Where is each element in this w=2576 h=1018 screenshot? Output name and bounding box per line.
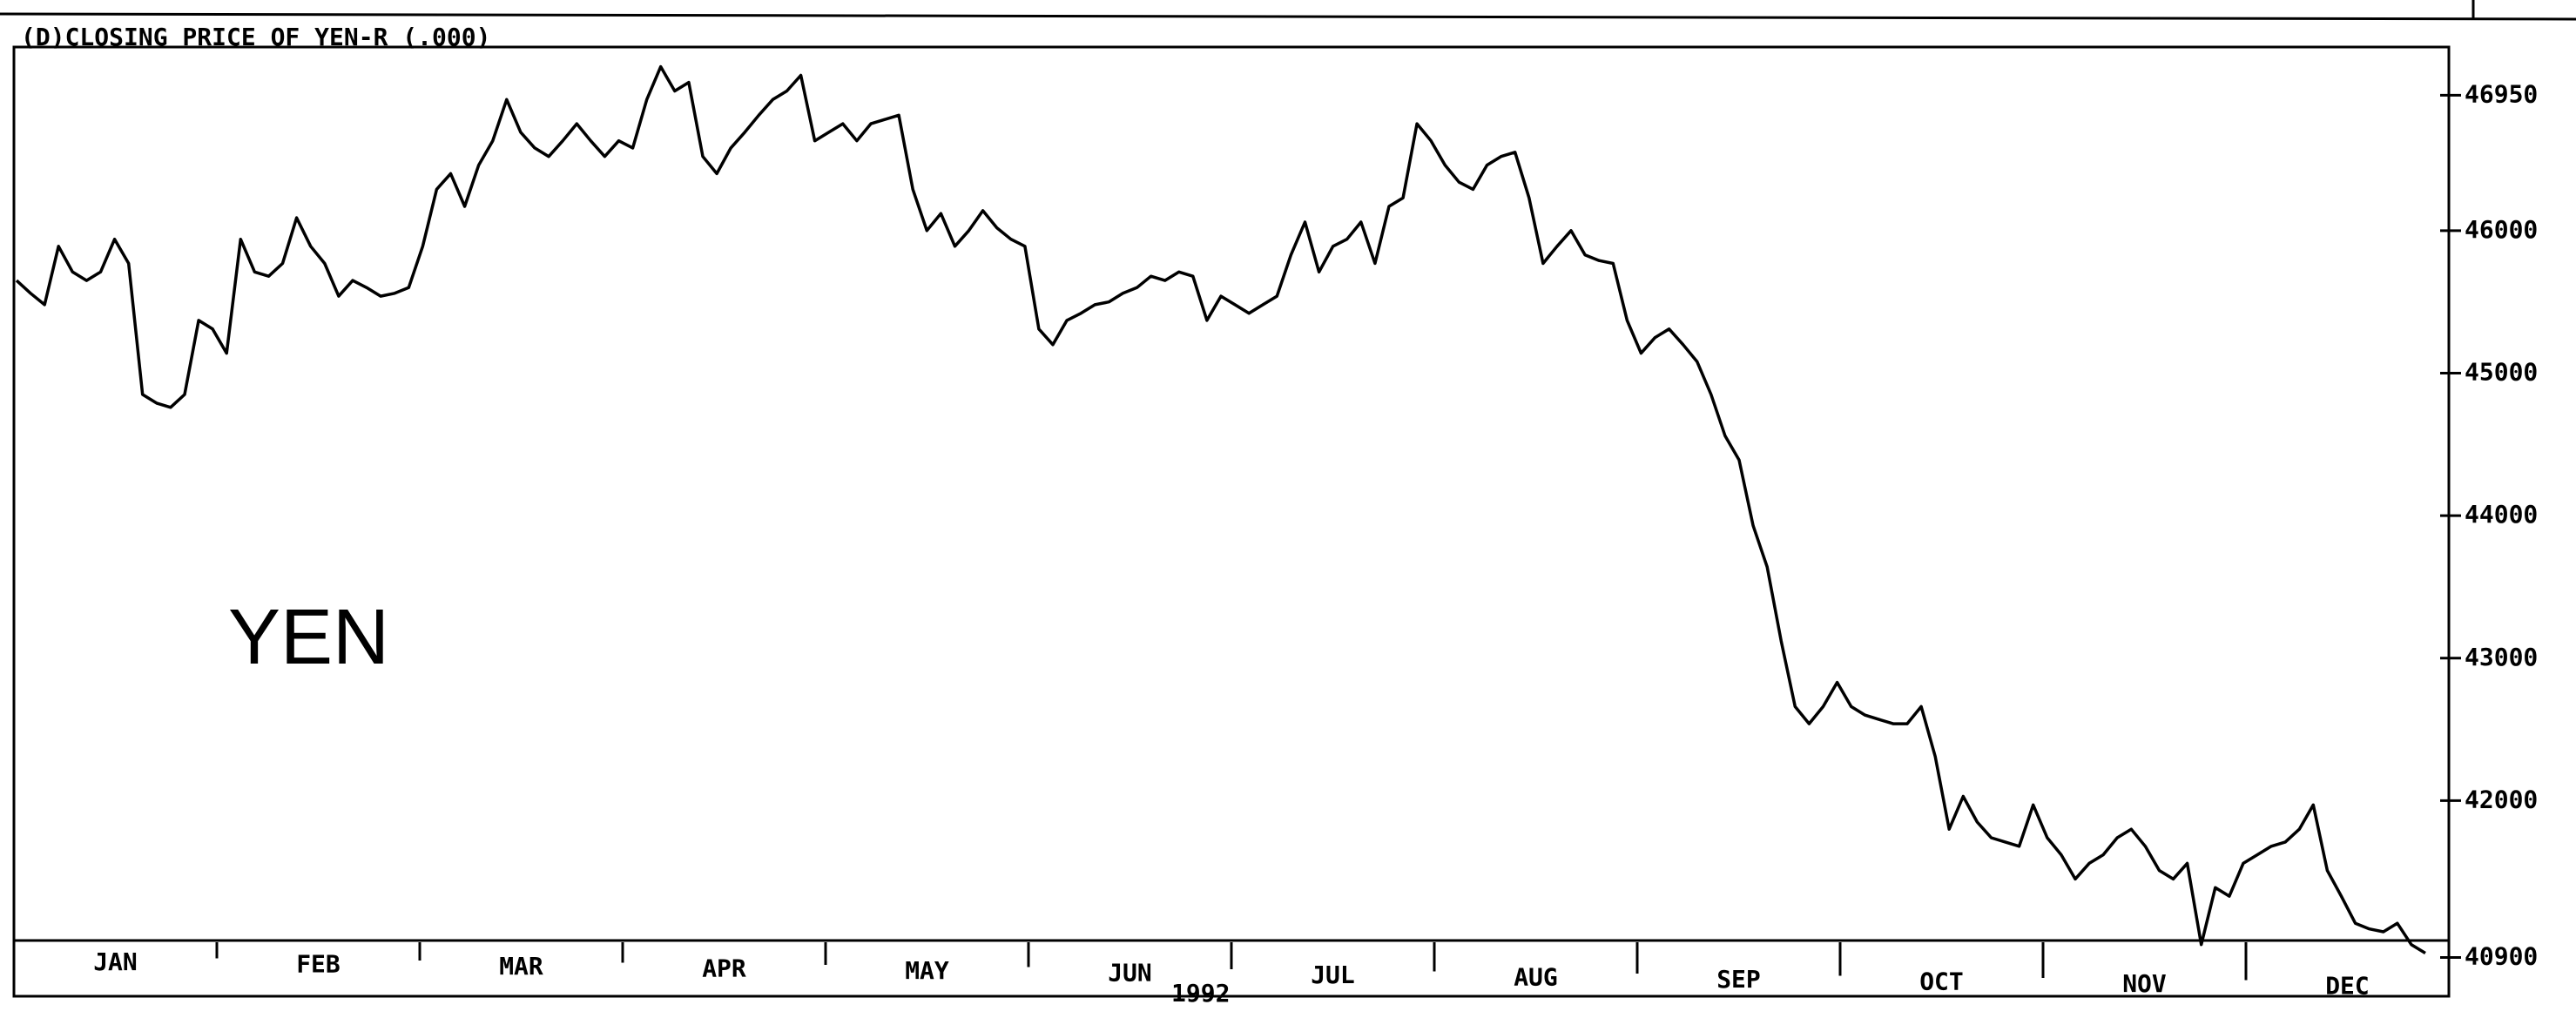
x-tick-label: OCT [1919,967,1964,996]
plot-frame [12,45,2451,998]
x-tick-label: AUG [1514,963,1558,992]
x-tick-label: APR [702,954,746,983]
chart-title: (D)CLOSING PRICE OF YEN-R (.000) [21,23,490,51]
x-tick-label: JUN [1108,959,1152,988]
x-tick-label: MAY [905,956,949,985]
price-line [15,64,2426,954]
x-tick-label: DEC [2325,972,2370,1001]
y-tick-label: 42000 [2465,785,2538,813]
y-tick-label: 44000 [2465,500,2538,529]
y-tick-label: 40900 [2465,941,2538,970]
x-tick-label: FEB [296,950,341,979]
x-tick-label: JUL [1311,961,1355,989]
y-tick-label: 45000 [2465,357,2538,386]
x-tick-label: NOV [2122,969,2167,998]
y-tick-label: 46950 [2465,79,2538,108]
y-tick-label: 46000 [2465,215,2538,244]
y-tick-label: 43000 [2465,643,2538,671]
top-border [0,12,2576,21]
x-axis-label: 1992 [1171,979,1230,1008]
annotation: YEN [228,594,389,681]
x-tick-label: SEP [1716,965,1761,994]
x-tick-label: MAR [499,952,543,981]
x-tick-label: JAN [93,947,138,976]
